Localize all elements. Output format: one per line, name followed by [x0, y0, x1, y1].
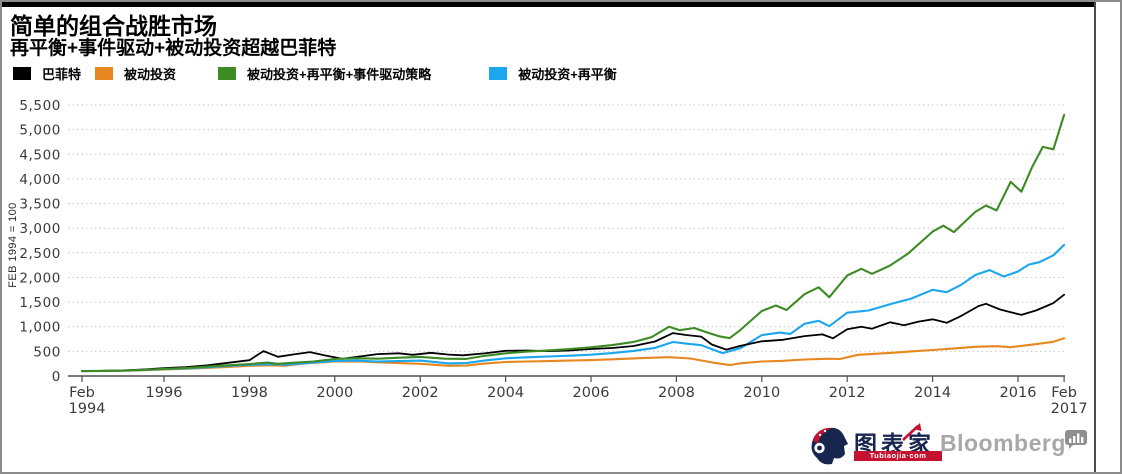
legend-swatch: [489, 67, 508, 80]
legend-label: 被动投资: [124, 67, 177, 82]
red-arrow-icon: [902, 423, 922, 441]
x-tick-label: 1996: [146, 385, 183, 401]
chart-subtitle: 再平衡+事件驱动+被动投资超越巴菲特: [10, 38, 337, 59]
legend-label: 被动投资+再平衡+事件驱动策略: [247, 67, 432, 82]
x-tick-label: 2002: [402, 385, 439, 401]
x-tick-label-line2: 2017: [1051, 401, 1088, 417]
x-tick-label: 2010: [743, 385, 780, 401]
series-line-2: [80, 113, 1066, 373]
y-tick-label: 3,000: [19, 221, 61, 237]
x-tick-label: Feb: [1051, 385, 1077, 401]
x-tick-label: 2012: [829, 385, 866, 401]
y-tick-label: 4,000: [19, 172, 61, 188]
x-tick-label-line2: 1994: [69, 401, 106, 417]
y-tick-label: 4,500: [19, 147, 61, 163]
bloomberg-brand-text: Bloomberg: [940, 430, 1066, 456]
legend-label: 巴菲特: [42, 67, 82, 82]
x-tick-label: 2016: [1000, 385, 1037, 401]
legend-item-2: 被动投资+再平衡+事件驱动策略: [218, 64, 431, 83]
y-tick-label: 5,500: [19, 98, 61, 114]
bloomberg-chart-icon: [1065, 430, 1087, 449]
x-tick-label: 2008: [658, 385, 695, 401]
legend-swatch: [13, 67, 31, 80]
x-tick-label: 2000: [316, 385, 353, 401]
series-line-3: [80, 243, 1066, 373]
y-tick-label: 2,000: [19, 271, 61, 287]
x-tick-label: 2014: [914, 385, 951, 401]
y-tick-label: 2,500: [19, 246, 61, 262]
x-tick-label: 2006: [573, 385, 610, 401]
legend-swatch: [95, 67, 114, 80]
x-tick-label: 2004: [487, 385, 524, 401]
y-tick-label: 0: [52, 369, 61, 385]
series-line-0: [81, 293, 1065, 373]
y-tick-label: 1,000: [19, 320, 61, 336]
top-border-bar: [2, 2, 1096, 7]
legend: 巴菲特 被动投资 被动投资+再平衡+事件驱动策略 被动投资+再平衡: [13, 64, 631, 83]
y-tick-label: 500: [33, 344, 61, 360]
legend-swatch: [218, 67, 237, 80]
legend-item-0: 巴菲特: [13, 64, 81, 83]
y-tick-label: 5,000: [19, 123, 61, 139]
legend-item-3: 被动投资+再平衡: [489, 64, 617, 83]
y-tick-label: 1,500: [19, 295, 61, 311]
tubiaojia-logo-icon: [811, 427, 848, 465]
legend-label: 被动投资+再平衡: [518, 67, 617, 82]
chart-title: 简单的组合战胜市场: [10, 13, 217, 39]
right-border-line: [1094, 2, 1096, 472]
x-tick-label: 1998: [231, 385, 268, 401]
tubiaojia-url-banner: Tubiaojia·com: [854, 451, 942, 461]
legend-item-1: 被动投资: [95, 64, 176, 83]
x-tick-label: Feb: [69, 385, 95, 401]
y-tick-label: 3,500: [19, 197, 61, 213]
